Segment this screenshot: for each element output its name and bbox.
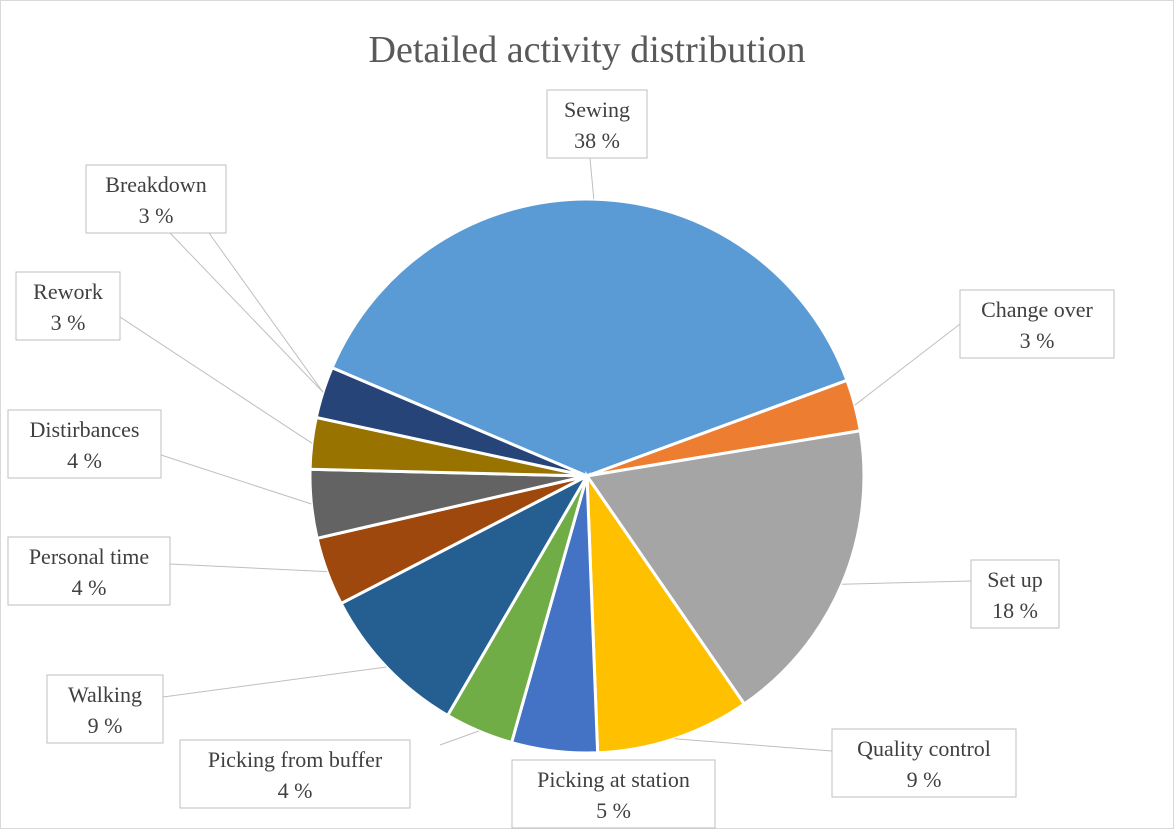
data-label-box	[959, 289, 1115, 359]
data-label-quality-control: Quality control 9 %	[831, 728, 1017, 798]
data-label-value: 3 %	[1020, 328, 1055, 353]
data-label-box	[15, 271, 121, 341]
leader-line-sewing	[589, 157, 595, 200]
leader-line-distirbances	[160, 454, 312, 505]
data-label-set-up: Set up 18 %	[970, 559, 1060, 629]
data-label-box	[7, 409, 162, 479]
data-label-category: Walking	[68, 682, 142, 707]
data-label-value: 4 %	[278, 778, 313, 803]
data-label-breakdown: Breakdown 3 %	[85, 164, 227, 234]
pie-slices	[308, 197, 866, 755]
leader-line-breakdown	[169, 232, 324, 393]
data-label-walking: Walking 9 %	[46, 674, 164, 744]
leader-line-picking-from-buffer	[439, 730, 479, 746]
data-label-category: Change over	[981, 297, 1093, 322]
data-label-category: Quality control	[857, 736, 991, 761]
leader-line-change-over	[854, 323, 961, 406]
data-label-value: 9 %	[88, 713, 123, 738]
data-label-value: 3 %	[139, 203, 174, 228]
leader-line-set-up	[841, 580, 972, 585]
pie-slice-breakdown	[314, 365, 588, 478]
pie-slice-walking	[339, 472, 591, 718]
leader-line-rework	[119, 316, 313, 444]
data-label-value: 3 %	[51, 310, 86, 335]
pie-slice-set-up	[584, 429, 866, 707]
data-label-category: Breakdown	[105, 172, 206, 197]
data-label-value: 9 %	[907, 767, 942, 792]
data-label-box	[831, 728, 1017, 798]
leader-lines	[119, 157, 972, 752]
data-label-box	[546, 89, 648, 159]
data-label-picking-at-station: Picking at station 5 %	[511, 759, 716, 829]
data-label-value: 5 %	[596, 798, 631, 823]
data-label-change-over: Change over 3 %	[959, 289, 1115, 359]
data-label-distirbances: Distirbances 4 %	[7, 409, 162, 479]
data-label-box	[511, 759, 716, 829]
data-label-value: 4 %	[72, 575, 107, 600]
data-label-sewing: Sewing 38 %	[546, 89, 648, 159]
data-label-personal-time: Personal time 4 %	[7, 536, 171, 606]
chart-title: Detailed activity distribution	[369, 29, 806, 71]
data-labels: Sewing 38 % Change over 3 % Set up 18 % Qualit…	[7, 89, 1115, 829]
data-label-category: Sewing	[564, 97, 630, 122]
leader-line-breakdown-2	[208, 232, 324, 393]
data-label-category: Personal time	[29, 544, 149, 569]
data-label-category: Picking at station	[537, 767, 690, 792]
data-label-picking-from-buffer: Picking from buffer 4 %	[179, 739, 411, 809]
data-label-rework: Rework 3 %	[15, 271, 121, 341]
data-label-category: Picking from buffer	[208, 747, 383, 772]
leader-line-quality-control	[674, 738, 833, 752]
data-label-value: 4 %	[67, 448, 102, 473]
data-label-box	[46, 674, 164, 744]
data-label-category: Rework	[33, 279, 103, 304]
data-label-value: 38 %	[574, 128, 620, 153]
leader-line-personal-time	[169, 563, 328, 573]
data-label-value: 18 %	[992, 598, 1038, 623]
data-label-box	[85, 164, 227, 234]
data-label-box	[970, 559, 1060, 629]
data-label-category: Distirbances	[30, 417, 140, 442]
data-label-box	[7, 536, 171, 606]
data-label-category: Set up	[987, 567, 1043, 592]
leader-line-walking	[162, 666, 387, 698]
data-label-box	[179, 739, 411, 809]
